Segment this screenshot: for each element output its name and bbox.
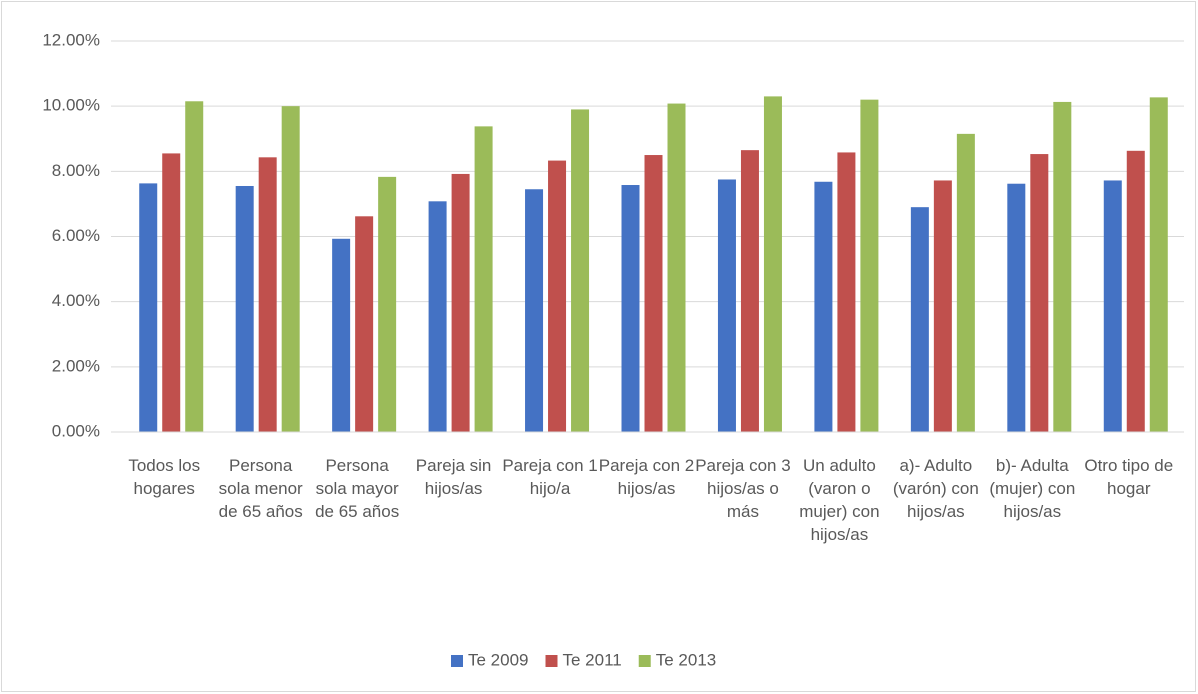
bar: [1149, 97, 1168, 432]
bar: [332, 238, 351, 432]
bar: [571, 109, 590, 433]
bar: [933, 180, 952, 432]
bar: [763, 96, 782, 433]
x-tick-label: Pareja con 1 hijo/a: [502, 456, 598, 498]
y-tick-label: 12.00%: [42, 30, 100, 49]
bar: [814, 181, 833, 432]
bar: [378, 176, 397, 432]
x-tick-label: Pareja con 2 hijos/as: [598, 456, 695, 498]
x-tick-label: a)- Adulto (varón) con hijos/as: [892, 456, 979, 521]
x-tick-label: Pareja sin hijos/as: [415, 456, 492, 498]
y-tick-label: 2.00%: [52, 356, 100, 375]
x-tick-label: Persona sola menor de 65 años: [218, 456, 303, 521]
legend-swatch: [451, 655, 463, 667]
legend-swatch: [638, 655, 651, 667]
bar: [162, 153, 181, 432]
bar: [1030, 154, 1049, 433]
bar: [428, 201, 447, 432]
x-tick-label: Otro tipo de hogar: [1084, 456, 1174, 498]
bar: [235, 185, 254, 432]
bar: [185, 101, 204, 432]
legend-label: Te 2013: [656, 650, 717, 669]
bar: [860, 99, 879, 433]
bar: [1007, 183, 1026, 432]
bar: [837, 152, 856, 432]
bar: [474, 126, 493, 432]
x-tick-label: Persona sola mayor de 65 años: [315, 456, 400, 521]
bar: [139, 183, 158, 432]
bar: [525, 189, 544, 432]
bar: [717, 179, 736, 432]
x-tick-label: Un adulto (varon o mujer) con hijos/as: [799, 456, 880, 544]
bar: [1053, 101, 1072, 432]
bar: [281, 106, 300, 433]
bar: [910, 207, 929, 432]
bar: [451, 173, 470, 432]
legend-swatch: [545, 655, 558, 667]
bar: [1126, 150, 1145, 432]
y-tick-label: 10.00%: [42, 96, 100, 115]
bar: [644, 155, 663, 432]
bar: [1103, 180, 1122, 432]
bar: [548, 160, 567, 433]
x-tick-label: b)- Adulta (mujer) con hijos/as: [989, 456, 1076, 521]
legend-label: Te 2009: [468, 650, 529, 669]
y-tick-label: 0.00%: [52, 421, 100, 440]
bar: [621, 185, 640, 432]
bar: [355, 216, 374, 432]
y-tick-label: 8.00%: [52, 161, 100, 180]
bar: [258, 157, 277, 432]
bar: [956, 133, 975, 433]
legend-label: Te 2011: [563, 650, 622, 669]
y-tick-label: 4.00%: [52, 291, 100, 310]
y-tick-label: 6.00%: [52, 226, 100, 245]
x-tick-label: Todos los hogares: [128, 456, 201, 498]
bar: [740, 150, 759, 432]
bar: [667, 103, 686, 432]
x-tick-label: Pareja con 3 hijos/as o más: [695, 456, 791, 521]
